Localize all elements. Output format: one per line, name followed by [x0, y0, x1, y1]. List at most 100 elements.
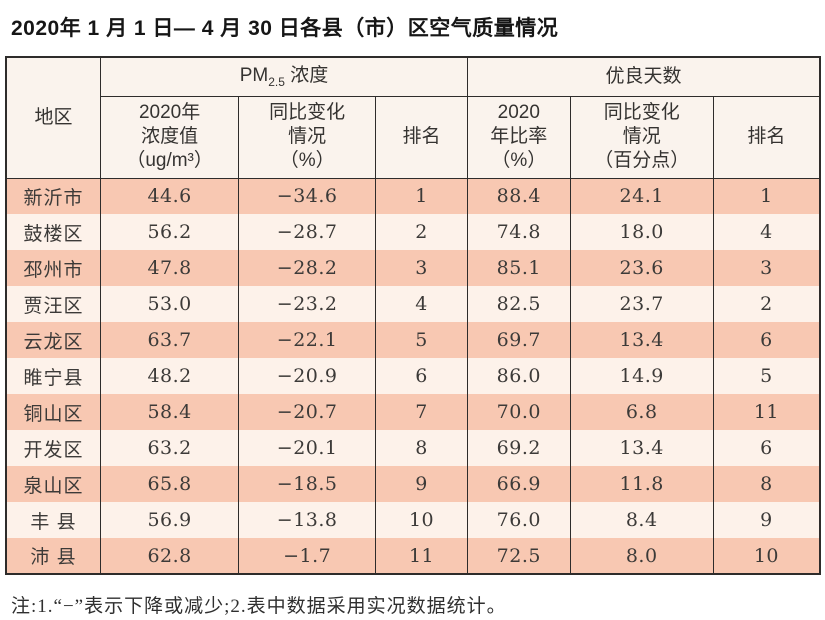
- region-cell: 新沂市: [5, 178, 101, 214]
- value-cell: 63.7: [99, 322, 240, 358]
- value-cell: 65.8: [99, 466, 240, 502]
- value-cell: 6: [375, 358, 469, 394]
- value-cell: 82.5: [467, 286, 571, 322]
- value-cell: 23.7: [569, 286, 714, 322]
- page-title: 2020年 1 月 1 日— 4 月 30 日各县（市）区空气质量情况: [11, 17, 559, 40]
- value-cell: 44.6: [99, 178, 240, 214]
- col-header-good-change: 同比变化 情况 （百分点）: [569, 95, 714, 179]
- value-cell: −28.7: [238, 214, 377, 250]
- table-row: 云龙区 63.7 −22.1 5 69.7 13.4 6: [5, 322, 821, 358]
- value-cell: 6: [712, 322, 821, 358]
- pm25-label-prefix: PM: [239, 64, 269, 86]
- value-cell: 9: [375, 466, 469, 502]
- region-cell: 泉山区: [5, 466, 101, 502]
- value-cell: 58.4: [99, 394, 240, 430]
- value-cell: −22.1: [238, 322, 377, 358]
- value-cell: 8: [712, 466, 821, 502]
- table-row: 新沂市 44.6 −34.6 1 88.4 24.1 1: [5, 178, 821, 214]
- value-cell: 8.0: [569, 538, 714, 574]
- value-cell: 13.4: [569, 322, 714, 358]
- col-group-pm25: PM2.5 浓度: [99, 56, 469, 97]
- col-header-good-ratio: 2020 年比率 （%）: [467, 95, 571, 179]
- table-row: 睢宁县 48.2 −20.9 6 86.0 14.9 5: [5, 358, 821, 394]
- pm25-subscript: 2.5: [268, 74, 285, 89]
- region-cell: 云龙区: [5, 322, 101, 358]
- region-cell: 沛 县: [5, 538, 101, 574]
- region-cell: 睢宁县: [5, 358, 101, 394]
- value-cell: −20.9: [238, 358, 377, 394]
- region-cell: 贾汪区: [5, 286, 101, 322]
- value-cell: 66.9: [467, 466, 571, 502]
- value-cell: 72.5: [467, 538, 571, 574]
- table-row: 丰 县 56.9 −13.8 10 76.0 8.4 9: [5, 502, 821, 538]
- col-header-pm-rank: 排名: [375, 95, 469, 179]
- value-cell: 8: [375, 430, 469, 466]
- table-row: 邳州市 47.8 −28.2 3 85.1 23.6 3: [5, 250, 821, 286]
- value-cell: 3: [375, 250, 469, 286]
- region-cell: 丰 县: [5, 502, 101, 538]
- table-row: 开发区 63.2 −20.1 8 69.2 13.4 6: [5, 430, 821, 466]
- region-cell: 铜山区: [5, 394, 101, 430]
- value-cell: 4: [712, 214, 821, 250]
- value-cell: −23.2: [238, 286, 377, 322]
- value-cell: 23.6: [569, 250, 714, 286]
- col-group-good-days: 优良天数: [467, 56, 821, 97]
- value-cell: 9: [712, 502, 821, 538]
- value-cell: −34.6: [238, 178, 377, 214]
- header-group-row: 地区 PM2.5 浓度 优良天数: [5, 56, 821, 179]
- value-cell: 6.8: [569, 394, 714, 430]
- value-cell: 14.9: [569, 358, 714, 394]
- value-cell: 53.0: [99, 286, 240, 322]
- value-cell: 69.7: [467, 322, 571, 358]
- air-quality-table: 地区 PM2.5 浓度 优良天数 2020年 浓度值 （ug/m³） 同比变化 …: [5, 56, 821, 575]
- value-cell: 1: [375, 178, 469, 214]
- value-cell: 11: [375, 538, 469, 574]
- col-header-good-rank: 排名: [712, 95, 821, 179]
- region-cell: 鼓楼区: [5, 214, 101, 250]
- value-cell: 8.4: [569, 502, 714, 538]
- table-row: 泉山区 65.8 −18.5 9 66.9 11.8 8: [5, 466, 821, 502]
- value-cell: 6: [712, 430, 821, 466]
- value-cell: 47.8: [99, 250, 240, 286]
- value-cell: 63.2: [99, 430, 240, 466]
- header-sub-row: 2020年 浓度值 （ug/m³） 同比变化 情况 （%） 排名 2020 年比…: [6, 95, 821, 179]
- region-cell: 邳州市: [5, 250, 101, 286]
- value-cell: 13.4: [569, 430, 714, 466]
- table-row: 鼓楼区 56.2 −28.7 2 74.8 18.0 4: [5, 214, 821, 250]
- value-cell: 7: [375, 394, 469, 430]
- value-cell: −20.1: [238, 430, 377, 466]
- table-row: 贾汪区 53.0 −23.2 4 82.5 23.7 2: [5, 286, 821, 322]
- value-cell: 56.2: [99, 214, 240, 250]
- value-cell: 10: [712, 538, 821, 574]
- value-cell: 2: [375, 214, 469, 250]
- value-cell: 70.0: [467, 394, 571, 430]
- footnote: 注:1.“−”表示下降或减少;2.表中数据采用实况数据统计。: [11, 596, 507, 617]
- value-cell: 48.2: [99, 358, 240, 394]
- value-cell: 4: [375, 286, 469, 322]
- value-cell: 74.8: [467, 214, 571, 250]
- col-header-region: 地区: [5, 56, 101, 179]
- value-cell: −1.7: [238, 538, 377, 574]
- value-cell: 85.1: [467, 250, 571, 286]
- col-header-pm-value: 2020年 浓度值 （ug/m³）: [99, 95, 240, 179]
- table-body: 新沂市 44.6 −34.6 1 88.4 24.1 1 鼓楼区 56.2 −28.7 2 74.8 1…: [5, 178, 821, 574]
- value-cell: −20.7: [238, 394, 377, 430]
- pm25-label-suffix: 浓度: [284, 64, 329, 86]
- value-cell: 76.0: [467, 502, 571, 538]
- value-cell: 10: [375, 502, 469, 538]
- table-row: 沛 县 62.8 −1.7 11 72.5 8.0 10: [5, 538, 821, 574]
- value-cell: −28.2: [238, 250, 377, 286]
- value-cell: 24.1: [569, 178, 714, 214]
- value-cell: 69.2: [467, 430, 571, 466]
- value-cell: 3: [712, 250, 821, 286]
- table-row: 铜山区 58.4 −20.7 7 70.0 6.8 11: [5, 394, 821, 430]
- value-cell: 2: [712, 286, 821, 322]
- value-cell: 62.8: [99, 538, 240, 574]
- value-cell: 11: [712, 394, 821, 430]
- value-cell: 5: [375, 322, 469, 358]
- value-cell: 1: [712, 178, 821, 214]
- col-header-pm-change: 同比变化 情况 （%）: [238, 95, 377, 179]
- value-cell: 88.4: [467, 178, 571, 214]
- value-cell: 11.8: [569, 466, 714, 502]
